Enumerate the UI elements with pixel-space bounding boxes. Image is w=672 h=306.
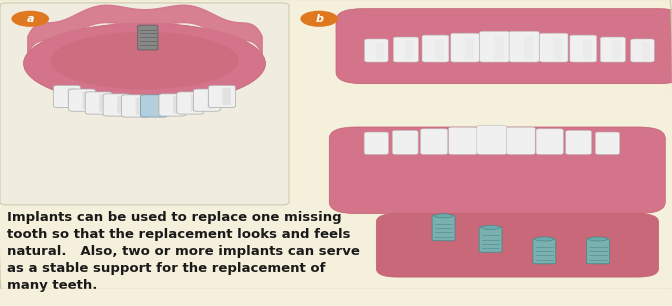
- Ellipse shape: [535, 237, 554, 241]
- FancyBboxPatch shape: [140, 95, 167, 117]
- FancyBboxPatch shape: [336, 9, 672, 84]
- FancyBboxPatch shape: [540, 33, 568, 62]
- FancyBboxPatch shape: [69, 89, 95, 111]
- FancyBboxPatch shape: [495, 36, 504, 60]
- Circle shape: [11, 11, 49, 27]
- FancyBboxPatch shape: [103, 94, 130, 116]
- FancyBboxPatch shape: [405, 41, 414, 60]
- FancyBboxPatch shape: [479, 227, 502, 252]
- FancyBboxPatch shape: [570, 35, 597, 62]
- Text: Implants can be used to replace one missing
tooth so that the replacement looks : Implants can be used to replace one miss…: [7, 211, 360, 292]
- FancyBboxPatch shape: [451, 33, 479, 62]
- FancyBboxPatch shape: [583, 39, 591, 60]
- Circle shape: [300, 11, 338, 27]
- FancyBboxPatch shape: [432, 215, 455, 241]
- FancyBboxPatch shape: [422, 35, 449, 62]
- FancyBboxPatch shape: [600, 37, 626, 62]
- FancyBboxPatch shape: [566, 130, 591, 155]
- FancyBboxPatch shape: [155, 97, 163, 114]
- FancyBboxPatch shape: [449, 127, 477, 155]
- Ellipse shape: [589, 237, 607, 241]
- Ellipse shape: [434, 214, 453, 218]
- FancyBboxPatch shape: [524, 36, 534, 60]
- FancyBboxPatch shape: [329, 127, 665, 214]
- FancyBboxPatch shape: [191, 95, 199, 111]
- FancyBboxPatch shape: [509, 31, 539, 62]
- FancyBboxPatch shape: [173, 96, 181, 114]
- FancyBboxPatch shape: [138, 25, 158, 50]
- FancyBboxPatch shape: [208, 85, 235, 107]
- FancyBboxPatch shape: [136, 97, 144, 114]
- FancyBboxPatch shape: [480, 31, 509, 62]
- FancyBboxPatch shape: [364, 39, 388, 62]
- FancyBboxPatch shape: [393, 37, 419, 62]
- FancyBboxPatch shape: [99, 95, 108, 111]
- Ellipse shape: [481, 226, 500, 230]
- FancyBboxPatch shape: [536, 129, 563, 155]
- FancyBboxPatch shape: [67, 88, 76, 105]
- FancyBboxPatch shape: [0, 3, 289, 205]
- FancyBboxPatch shape: [54, 85, 81, 107]
- Ellipse shape: [24, 23, 265, 104]
- FancyBboxPatch shape: [465, 38, 474, 60]
- FancyBboxPatch shape: [159, 94, 186, 116]
- FancyBboxPatch shape: [421, 129, 448, 155]
- FancyBboxPatch shape: [194, 89, 220, 111]
- Ellipse shape: [50, 32, 239, 89]
- FancyBboxPatch shape: [507, 127, 535, 155]
- FancyBboxPatch shape: [208, 91, 216, 109]
- FancyBboxPatch shape: [392, 130, 418, 155]
- FancyBboxPatch shape: [364, 132, 388, 155]
- FancyBboxPatch shape: [376, 214, 659, 277]
- FancyBboxPatch shape: [177, 92, 204, 114]
- FancyBboxPatch shape: [117, 96, 126, 114]
- FancyBboxPatch shape: [85, 92, 112, 114]
- FancyBboxPatch shape: [222, 88, 231, 105]
- FancyBboxPatch shape: [630, 39, 655, 62]
- FancyBboxPatch shape: [376, 43, 384, 60]
- FancyBboxPatch shape: [642, 43, 650, 60]
- FancyBboxPatch shape: [612, 41, 621, 60]
- FancyBboxPatch shape: [554, 38, 562, 60]
- Text: b: b: [315, 14, 323, 24]
- FancyBboxPatch shape: [595, 132, 620, 155]
- FancyBboxPatch shape: [533, 238, 556, 264]
- FancyBboxPatch shape: [435, 39, 444, 60]
- FancyBboxPatch shape: [122, 95, 149, 117]
- FancyBboxPatch shape: [476, 125, 507, 155]
- FancyBboxPatch shape: [587, 238, 610, 264]
- Text: a: a: [26, 14, 34, 24]
- Ellipse shape: [376, 30, 672, 74]
- FancyBboxPatch shape: [83, 91, 91, 109]
